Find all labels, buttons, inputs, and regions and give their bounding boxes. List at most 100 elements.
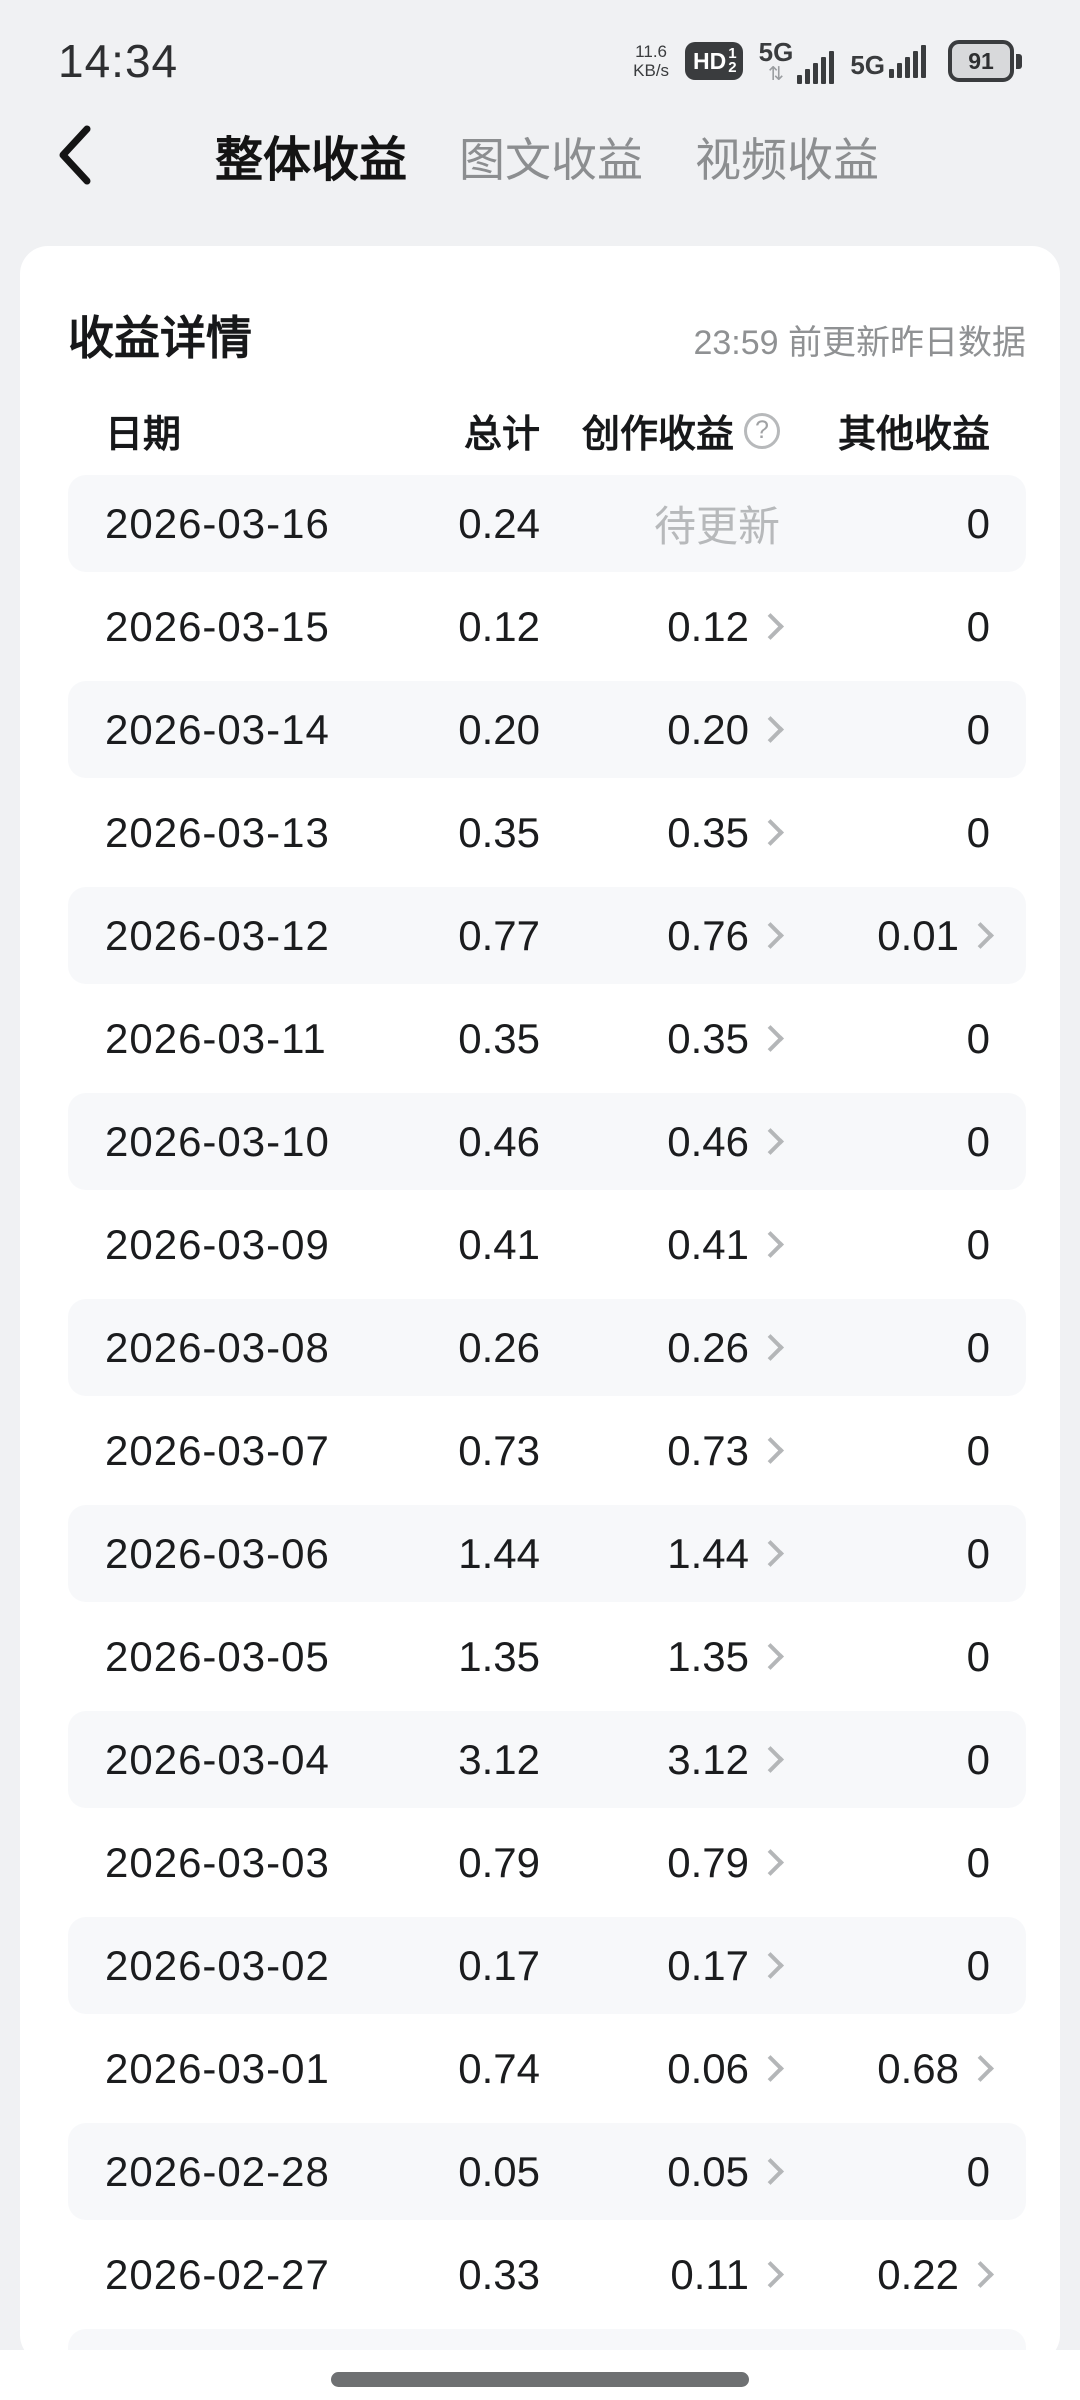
row-creation-earnings[interactable]: 1.44: [540, 1530, 784, 1578]
row-date: 2026-02-28: [105, 2147, 330, 2195]
network-speed-value: 11.6: [635, 42, 667, 61]
row-date: 2026-03-10: [105, 1117, 330, 1165]
table-header: 日期 总计 创作收益 ? 其他收益: [68, 386, 1026, 475]
network-speed-indicator: 11.6 KB/s: [633, 42, 669, 80]
header-date: 日期: [105, 414, 182, 456]
earnings-detail-card: 收益详情 23:59 前更新昨日数据 日期 总计 创作收益 ? 其他收益 202…: [20, 246, 1060, 2363]
row-total: 0.05: [458, 2147, 540, 2195]
sim1-signal: 5G ⇅: [759, 39, 835, 84]
table-row: 2026-02-27 0.33 0.11 0.22: [68, 2226, 1026, 2323]
row-creation-earnings[interactable]: 0.11: [540, 2251, 784, 2299]
row-other-earnings: 0: [966, 1323, 990, 1371]
header-creation: 创作收益 ?: [540, 403, 780, 458]
row-other-earnings: 0: [966, 1941, 990, 1989]
earnings-table-body: 2026-03-16 0.24 待更新 0 2026-03-15 0.12 0.…: [68, 475, 1026, 2363]
row-date: 2026-03-16: [105, 499, 330, 547]
row-creation-earnings[interactable]: 0.12: [540, 603, 784, 651]
row-total: 0.73: [458, 1426, 540, 1474]
home-indicator-bar[interactable]: [331, 2372, 749, 2387]
row-creation-earnings[interactable]: 0.26: [540, 1324, 784, 1372]
table-row: 2026-03-02 0.17 0.17 0: [68, 1917, 1026, 2014]
row-other-earnings[interactable]: 0.68: [780, 2045, 994, 2093]
row-other-earnings: 0: [966, 808, 990, 856]
row-date: 2026-03-05: [105, 1632, 330, 1680]
row-other-earnings[interactable]: 0.01: [780, 912, 994, 960]
table-row: 2026-02-28 0.05 0.05 0: [68, 2123, 1026, 2220]
row-total: 0.12: [458, 602, 540, 650]
tab-bar: 整体收益 图文收益 视频收益: [215, 120, 879, 190]
tab-article-earnings[interactable]: 图文收益: [459, 134, 644, 186]
row-date: 2026-03-15: [105, 602, 330, 650]
row-total: 0.35: [458, 808, 540, 856]
help-icon[interactable]: ?: [744, 412, 780, 449]
table-row: 2026-03-10 0.46 0.46 0: [68, 1093, 1026, 1190]
header-total: 总计: [463, 414, 540, 456]
hd-label: HD: [693, 47, 727, 74]
row-creation-earnings[interactable]: 1.35: [540, 1633, 784, 1681]
row-total: 0.46: [458, 1117, 540, 1165]
back-button[interactable]: [55, 125, 95, 185]
table-row: 2026-03-07 0.73 0.73 0: [68, 1402, 1026, 1499]
row-other-earnings: 0: [966, 499, 990, 547]
row-other-earnings[interactable]: 0.22: [780, 2251, 994, 2299]
row-total: 0.20: [458, 705, 540, 753]
chevron-right-icon: [967, 2261, 994, 2288]
row-creation-earnings[interactable]: 0.20: [540, 706, 784, 754]
row-total: 0.33: [458, 2250, 540, 2298]
row-creation-earnings[interactable]: 0.35: [540, 809, 784, 857]
row-creation-earnings: 待更新: [653, 503, 780, 550]
row-other-earnings: 0: [966, 1632, 990, 1680]
row-creation-earnings[interactable]: 0.46: [540, 1118, 784, 1166]
top-navigation: 整体收益 图文收益 视频收益: [0, 100, 1080, 210]
sim2-network-type: 5G: [850, 50, 885, 80]
table-row: 2026-03-08 0.26 0.26 0: [68, 1299, 1026, 1396]
signal-bars-icon: [797, 50, 835, 84]
row-creation-earnings[interactable]: 3.12: [540, 1736, 784, 1784]
row-date: 2026-03-07: [105, 1426, 330, 1474]
row-other-earnings: 0: [966, 705, 990, 753]
table-row: 2026-03-13 0.35 0.35 0: [68, 784, 1026, 881]
row-date: 2026-03-11: [105, 1014, 327, 1062]
row-date: 2026-03-08: [105, 1323, 330, 1371]
row-other-earnings: 0: [966, 1117, 990, 1165]
row-creation-earnings[interactable]: 0.06: [540, 2045, 784, 2093]
row-total: 0.77: [458, 911, 540, 959]
row-other-earnings: 0: [966, 2147, 990, 2195]
sim1-network-type: 5G: [758, 36, 794, 67]
signal-bars-icon: [889, 44, 926, 78]
row-creation-earnings[interactable]: 0.35: [540, 1015, 784, 1063]
row-total: 0.26: [458, 1323, 540, 1371]
back-chevron-icon: [59, 125, 91, 185]
card-title: 收益详情: [68, 312, 252, 364]
row-creation-earnings[interactable]: 0.05: [540, 2148, 784, 2196]
row-other-earnings: 0: [966, 1426, 990, 1474]
table-row: 2026-03-05 1.35 1.35 0: [68, 1608, 1026, 1705]
row-creation-earnings[interactable]: 0.79: [540, 1839, 784, 1887]
table-row: 2026-03-01 0.74 0.06 0.68: [68, 2020, 1026, 2117]
sim2-signal: 5G: [850, 44, 926, 78]
row-creation-earnings[interactable]: 0.41: [540, 1221, 784, 1269]
row-total: 1.35: [458, 1632, 540, 1680]
row-creation-earnings[interactable]: 0.76: [540, 912, 784, 960]
header-other: 其他收益: [837, 414, 990, 456]
battery-icon: 91: [948, 40, 1022, 82]
tab-overall-earnings[interactable]: 整体收益: [215, 134, 408, 187]
row-other-earnings: 0: [966, 1735, 990, 1783]
table-row: 2026-03-09 0.41 0.41 0: [68, 1196, 1026, 1293]
row-date: 2026-03-13: [105, 808, 330, 856]
status-bar: 14:34 11.6 KB/s HD 1 2 5G ⇅: [0, 0, 1080, 100]
row-total: 3.12: [458, 1735, 540, 1783]
header-creation-label: 创作收益: [581, 414, 734, 456]
hd-sim-numbers: 1 2: [728, 46, 736, 75]
network-speed-unit: KB/s: [633, 61, 670, 80]
row-creation-earnings[interactable]: 0.73: [540, 1427, 784, 1475]
clock: 14:34: [58, 35, 179, 87]
row-total: 0.17: [458, 1941, 540, 1989]
tab-video-earnings[interactable]: 视频收益: [695, 134, 880, 186]
row-other-earnings: 0: [966, 1838, 990, 1886]
row-creation-earnings[interactable]: 0.17: [540, 1942, 784, 1990]
update-note: 23:59 前更新昨日数据: [693, 324, 1026, 362]
row-date: 2026-03-02: [105, 1941, 330, 1989]
chevron-right-icon: [967, 2055, 994, 2082]
